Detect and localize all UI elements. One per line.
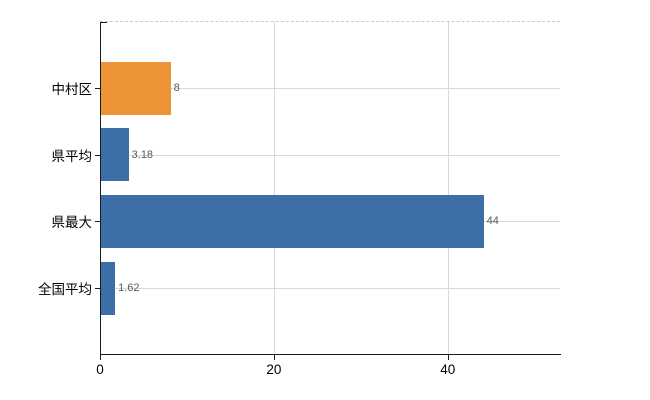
y-axis-tick xyxy=(95,221,100,223)
bar-value-label: 3.18 xyxy=(131,148,154,161)
category-label: 中村区 xyxy=(51,82,93,97)
y-axis-top-tick xyxy=(100,22,107,23)
bar-3 xyxy=(101,194,484,248)
horizontal-gridline xyxy=(100,154,560,156)
y-axis-line xyxy=(100,22,101,354)
vertical-gridline xyxy=(447,22,449,354)
category-label: 県最大 xyxy=(51,215,93,231)
x-axis-tick xyxy=(100,355,101,360)
y-axis-tick xyxy=(95,154,100,156)
x-axis-tick xyxy=(273,355,275,360)
bar-4 xyxy=(101,261,116,315)
bar-2 xyxy=(101,128,129,182)
bar-value-label: 44 xyxy=(486,215,499,228)
x-axis-tick-label: 40 xyxy=(440,362,456,377)
x-axis-tick-label: 20 xyxy=(266,362,282,377)
horizontal-gridline xyxy=(100,288,560,289)
y-axis-tick xyxy=(95,88,100,89)
bar-value-label: 1.62 xyxy=(118,282,140,294)
category-label: 県平均 xyxy=(51,148,93,164)
bar-1 xyxy=(101,61,171,115)
bar-value-label: 8 xyxy=(173,82,180,94)
category-label: 全国平均 xyxy=(38,282,92,297)
plot-top-boundary-line xyxy=(100,21,560,22)
y-axis-tick xyxy=(95,288,100,289)
x-axis-tick xyxy=(447,355,449,360)
vertical-gridline xyxy=(273,22,275,354)
horizontal-gridline xyxy=(100,88,560,89)
x-axis-tick-label: 0 xyxy=(96,362,104,377)
x-axis-line xyxy=(100,354,561,355)
